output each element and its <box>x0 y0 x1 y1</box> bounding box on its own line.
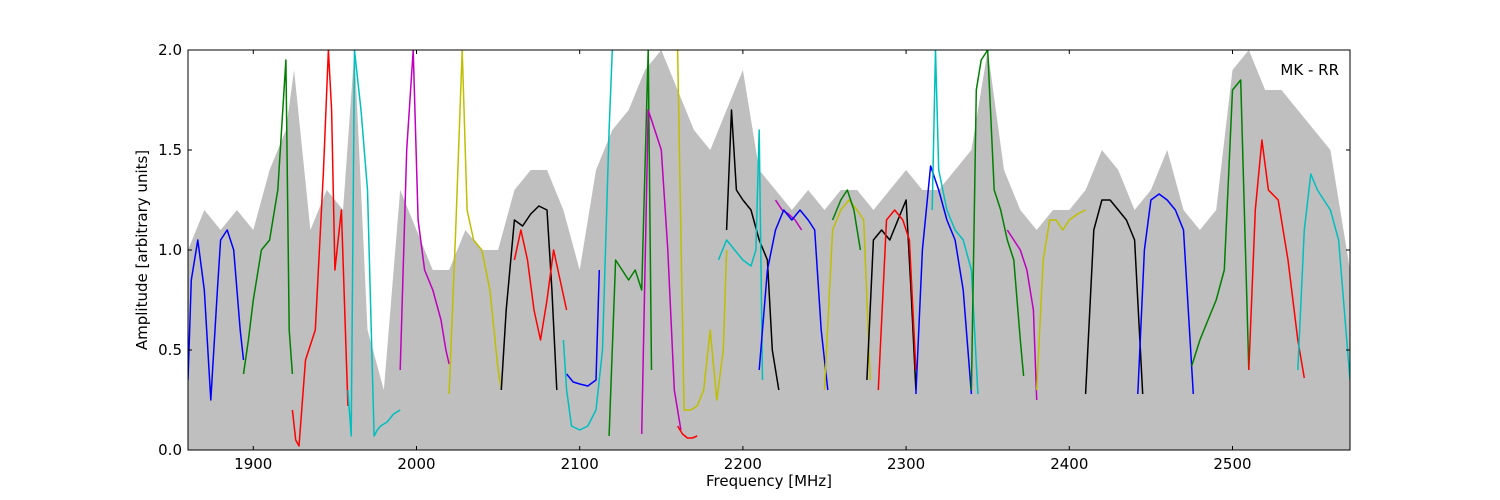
y-tick-label: 1.0 <box>158 241 182 259</box>
series-line-9 <box>566 269 601 387</box>
x-tick-label: 2400 <box>1050 455 1088 473</box>
series-layer <box>188 50 1350 447</box>
series-line-3 <box>291 50 349 447</box>
series-line-23 <box>915 165 973 395</box>
y-tick-label: 2.0 <box>158 41 182 59</box>
y-tick-label: 1.5 <box>158 141 182 159</box>
series-line-32 <box>1297 173 1350 381</box>
y-axis-ticks: 0.0 0.5 1.0 1.5 2.0 <box>158 41 1350 459</box>
series-line-15 <box>725 109 780 391</box>
series-line-25 <box>970 50 1025 391</box>
series-line-1 <box>188 229 245 401</box>
series-line-21 <box>866 199 917 391</box>
series-line-29 <box>1137 193 1195 395</box>
x-tick-label: 1900 <box>234 455 272 473</box>
envelope-layer <box>188 50 1350 450</box>
x-axis-title: Frequency [MHz] <box>706 472 832 490</box>
series-line-8 <box>513 229 568 341</box>
x-axis-ticks: 1900 2000 2100 2200 2300 2400 2500 <box>234 50 1252 473</box>
series-line-31 <box>1248 139 1306 379</box>
x-tick-label: 2100 <box>561 455 599 473</box>
y-tick-label: 0.5 <box>158 341 182 359</box>
series-line-30 <box>1190 79 1250 371</box>
chart-annotation: MK - RR <box>1280 61 1339 79</box>
series-line-24 <box>931 50 979 395</box>
series-line-16 <box>717 129 764 381</box>
series-line-18 <box>758 209 829 391</box>
series-line-22 <box>877 209 917 391</box>
x-tick-label: 2300 <box>887 455 925 473</box>
series-line-27 <box>1035 209 1086 391</box>
x-tick-label: 2000 <box>397 455 435 473</box>
series-line-12 <box>640 109 682 435</box>
series-line-19 <box>823 199 871 391</box>
x-tick-label: 2500 <box>1213 455 1251 473</box>
series-line-26 <box>1006 229 1038 401</box>
y-axis-title: Amplitude [arbitrary units] <box>133 150 151 350</box>
series-line-17 <box>774 199 803 231</box>
envelope-band <box>188 50 1350 450</box>
series-line-2 <box>242 59 294 375</box>
series-line-20 <box>831 189 862 251</box>
series-line-10 <box>562 50 614 431</box>
series-line-4 <box>347 50 401 437</box>
series-line-5 <box>399 50 450 371</box>
x-tick-label: 2200 <box>724 455 762 473</box>
series-line-14 <box>676 425 698 439</box>
series-line-13 <box>676 50 728 411</box>
series-line-7 <box>500 205 558 391</box>
series-line-28 <box>1084 199 1144 395</box>
y-tick-label: 0.0 <box>158 441 182 459</box>
series-line-6 <box>448 50 503 395</box>
series-line-11 <box>608 50 653 437</box>
